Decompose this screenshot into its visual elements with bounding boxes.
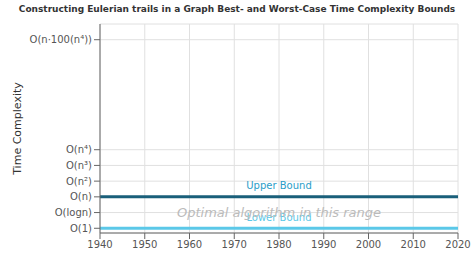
svg-text:O(n³): O(n³) [66,160,92,171]
svg-text:1960: 1960 [177,239,202,250]
svg-text:O(n²): O(n²) [66,176,92,187]
svg-text:1950: 1950 [132,239,157,250]
svg-text:1970: 1970 [222,239,247,250]
svg-text:Optimal algorithm in this rang: Optimal algorithm in this range [177,205,381,220]
svg-text:O(logn): O(logn) [55,207,92,218]
svg-text:2020: 2020 [445,239,470,250]
svg-text:Upper Bound: Upper Bound [246,180,311,191]
svg-text:1980: 1980 [266,239,291,250]
svg-text:O(n·100(n⁴)): O(n·100(n⁴)) [30,34,93,45]
svg-text:O(n): O(n) [70,191,92,202]
svg-text:Time Complexity: Time Complexity [11,82,24,176]
svg-text:O(n⁴): O(n⁴) [66,144,92,155]
svg-text:2010: 2010 [401,239,426,250]
svg-text:1940: 1940 [87,239,112,250]
svg-text:O(1): O(1) [70,223,92,234]
svg-text:2000: 2000 [356,239,381,250]
svg-text:1990: 1990 [311,239,336,250]
html-text:Constructing Eulerian trails i: Constructing Eulerian trails in a Graph … [18,4,456,14]
